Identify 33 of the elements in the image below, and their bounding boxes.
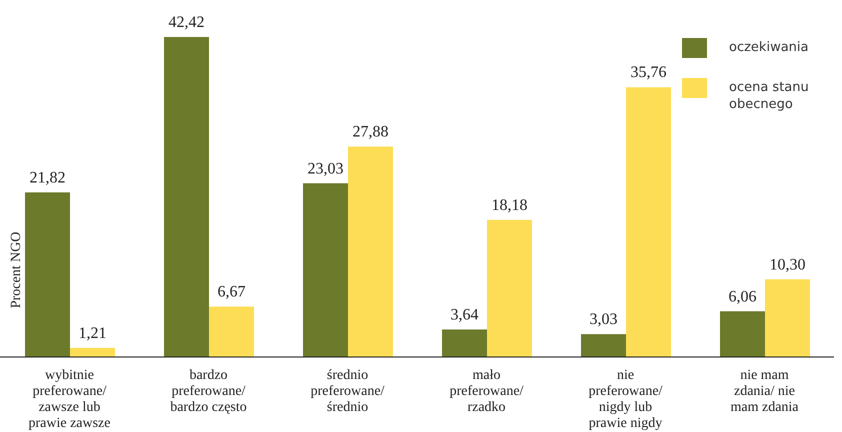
bar bbox=[487, 220, 532, 357]
x-tick-label: średnio preferowane/ średnio bbox=[310, 368, 385, 415]
legend-label: ocena stanu obecnego bbox=[729, 79, 810, 113]
bar bbox=[25, 192, 70, 357]
bar bbox=[209, 306, 254, 357]
data-label: 18,18 bbox=[492, 196, 528, 214]
x-tick-label: nie mam zdania/ nie mam zdania bbox=[730, 368, 800, 415]
x-tick-label: nie preferowane/ nigdy lub prawie nigdy bbox=[588, 368, 663, 431]
data-label: 23,03 bbox=[308, 160, 344, 178]
bar bbox=[442, 330, 487, 357]
x-tick-label: bardzo preferowane/ bardzo często bbox=[170, 368, 247, 415]
y-axis-title: Procent NGO bbox=[9, 232, 25, 308]
bar bbox=[348, 146, 393, 357]
data-label: 27,88 bbox=[352, 124, 388, 141]
bar bbox=[765, 279, 810, 357]
data-label: 1,21 bbox=[78, 324, 106, 342]
x-tick-label: mało preferowane/ rzadko bbox=[450, 368, 524, 415]
data-label: 21,82 bbox=[30, 169, 66, 186]
data-label: 3,64 bbox=[450, 306, 478, 324]
bar bbox=[164, 37, 209, 357]
data-label: 42,42 bbox=[168, 14, 204, 31]
bar bbox=[70, 348, 115, 357]
data-label: 6,06 bbox=[728, 288, 756, 306]
bar bbox=[720, 311, 765, 357]
bar bbox=[581, 334, 626, 357]
data-label: 3,03 bbox=[590, 311, 618, 328]
legend-label: oczekiwania bbox=[729, 39, 808, 56]
data-label: 10,30 bbox=[770, 256, 806, 274]
x-tick-label: wybitnie preferowane/ zawsze lub prawie zawsze bbox=[28, 368, 111, 431]
data-label: 6,67 bbox=[218, 284, 246, 301]
bar bbox=[626, 87, 671, 357]
data-label: 35,76 bbox=[630, 64, 666, 82]
bar bbox=[303, 183, 348, 357]
